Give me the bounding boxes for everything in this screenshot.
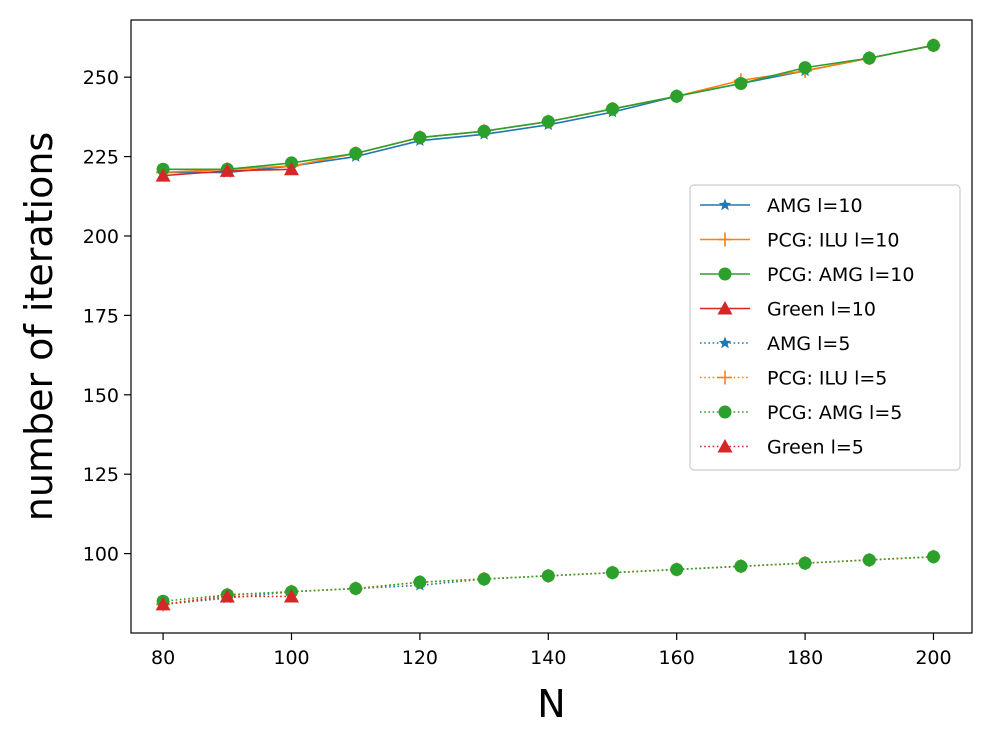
legend-marker: [718, 336, 732, 349]
y-tick-label: 125: [83, 464, 119, 486]
legend-marker: [718, 232, 732, 247]
x-tick-label: 120: [402, 647, 438, 669]
data-point: [477, 124, 491, 138]
legend-box: [689, 184, 961, 471]
data-point: [862, 51, 876, 65]
data-point: [477, 572, 491, 586]
y-tick-label: 175: [83, 305, 119, 327]
data-point: [605, 102, 619, 116]
x-axis-label: N: [537, 682, 565, 726]
legend-item: AMG l=5: [700, 333, 850, 355]
series-3: [155, 161, 299, 182]
data-point: [926, 550, 940, 564]
legend-marker: [717, 439, 733, 453]
legend-label: PCG: AMG l=5: [767, 402, 902, 424]
data-point: [670, 89, 684, 103]
plot-frame: [130, 19, 973, 634]
legend-marker: [718, 198, 732, 211]
legend-item: PCG: ILU l=10: [700, 230, 899, 252]
series-layer: [155, 38, 941, 612]
legend-label: AMG l=10: [767, 195, 863, 217]
legend-item: Green l=5: [700, 437, 864, 459]
data-point: [734, 559, 748, 573]
legend-label: AMG l=5: [767, 333, 850, 355]
ticks-layer: 80 100 120 140 160 180 200 100 125 150 175 200 225 25…: [83, 67, 952, 669]
y-tick-label: 150: [83, 385, 119, 407]
legend-marker: [718, 267, 732, 281]
y-tick-label: 100: [83, 544, 119, 566]
legend-item: PCG: AMG l=10: [700, 264, 914, 286]
y-tick-label: 200: [83, 226, 119, 248]
x-tick-label: 160: [659, 647, 695, 669]
data-point: [349, 582, 363, 596]
data-point: [283, 161, 299, 176]
x-tick-label: 140: [530, 647, 566, 669]
legend-marker: [717, 301, 733, 315]
data-point: [670, 562, 684, 576]
legend-label: PCG: AMG l=10: [767, 264, 914, 286]
series-line: [163, 595, 292, 606]
data-point: [541, 569, 555, 583]
data-point: [798, 61, 812, 75]
y-tick-label: 250: [83, 67, 119, 89]
x-tick-label: 100: [273, 647, 309, 669]
legend-item: PCG: AMG l=5: [700, 402, 902, 424]
series-7: [155, 588, 299, 611]
legend: AMG l=10 PCG: ILU l=10 PCG: AMG l=10 Green …: [689, 184, 961, 471]
data-point: [926, 38, 940, 52]
legend-marker: [718, 370, 732, 385]
legend-label: Green l=5: [767, 437, 864, 459]
legend-label: PCG: ILU l=10: [767, 230, 899, 252]
legend-label: PCG: ILU l=5: [767, 368, 887, 390]
data-point: [155, 596, 171, 611]
x-tick-label: 180: [787, 647, 823, 669]
data-point: [413, 575, 427, 589]
data-point: [413, 131, 427, 145]
data-point: [798, 556, 812, 570]
x-tick-label: 200: [915, 647, 951, 669]
legend-label: Green l=10: [767, 299, 876, 321]
data-point: [605, 566, 619, 580]
legend-marker: [718, 405, 732, 419]
data-point: [219, 163, 235, 177]
data-point: [541, 115, 555, 129]
data-point: [734, 77, 748, 91]
data-point: [155, 168, 171, 182]
y-tick-label: 225: [83, 147, 119, 169]
data-point: [219, 588, 235, 603]
data-point: [862, 553, 876, 567]
legend-item: PCG: ILU l=5: [700, 368, 887, 390]
data-point: [283, 588, 299, 603]
legend-item: Green l=10: [700, 299, 876, 321]
data-point: [349, 146, 363, 160]
x-tick-label: 80: [151, 647, 175, 669]
legend-item: AMG l=10: [700, 195, 863, 217]
y-axis-label: number of iterations: [17, 132, 61, 521]
